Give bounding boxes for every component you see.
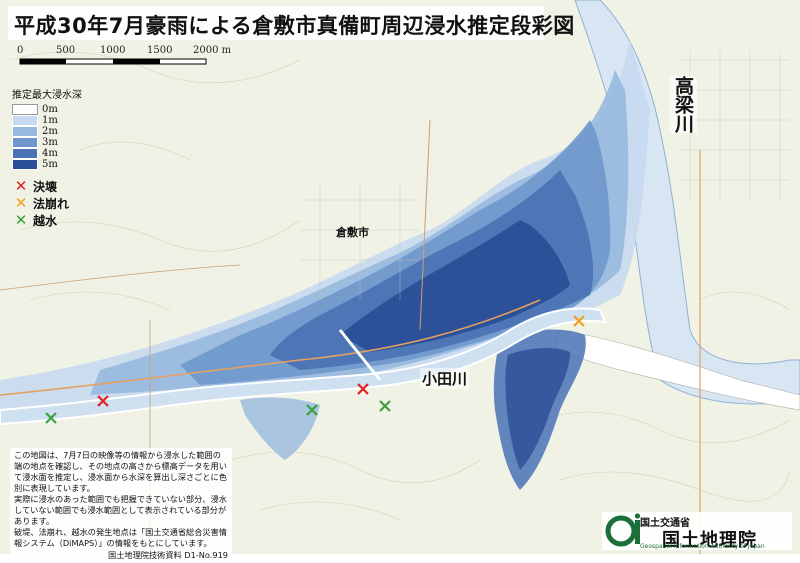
legend-swatch	[12, 159, 38, 170]
note-source: 国土地理院技術資料 D1-No.919	[108, 550, 228, 560]
overflow-markers	[45, 400, 391, 424]
legend-depth-row: 4m	[12, 148, 104, 159]
kurashiki-city-label: 倉敷市	[336, 226, 369, 239]
legend-swatch	[12, 148, 38, 159]
legend: 推定最大浸水深 0m 1m 2m 3m 4m 5m ✕ 決壊 ✕ 法崩れ ✕ 越水	[12, 86, 104, 228]
legend-marker-row: ✕ 決壊	[12, 178, 104, 194]
legend-depth-label: 5m	[42, 159, 58, 170]
legend-marker-label: 越水	[33, 213, 58, 228]
contour-lines	[9, 51, 791, 521]
note-paragraph-3: 破堤、法崩れ、越水の発生地点は「国土交通省総合災害情報システム（DiMAPS）」…	[14, 527, 227, 548]
legend-depth-label: 4m	[42, 148, 58, 159]
slope-collapse-markers	[573, 315, 585, 327]
breach-markers	[97, 383, 369, 407]
legend-marker-label: 法崩れ	[33, 196, 70, 211]
scale-label-0: 0	[17, 45, 24, 56]
river-levee	[554, 329, 800, 411]
legend-marker-row: ✕ 越水	[12, 212, 104, 228]
note-paragraph-1: この地図は、7月7日の映像等の情報から浸水した範囲の端の地点を確認し、その地点の…	[14, 450, 227, 493]
legend-marker-rows: ✕ 決壊 ✕ 法崩れ ✕ 越水	[12, 178, 104, 228]
agency-english: Geospatial Information Authority of Japa…	[640, 543, 765, 550]
legend-swatch	[12, 104, 38, 115]
gsi-logo-icon	[605, 513, 641, 547]
oda-river-label: 小田川	[420, 368, 470, 389]
legend-depth-label: 3m	[42, 137, 58, 148]
cross-marker-icon: ✕	[14, 210, 28, 229]
town-blocks	[300, 50, 790, 300]
cross-marker-icon: ✕	[14, 176, 28, 195]
legend-depth-label: 2m	[42, 126, 58, 137]
legend-swatch	[12, 115, 38, 126]
scale-label-1500: 1500	[147, 45, 173, 56]
title-background	[8, 6, 544, 40]
legend-title: 推定最大浸水深	[12, 90, 82, 101]
legend-swatch	[12, 137, 38, 148]
roads	[0, 119, 701, 554]
legend-depth-row: 0m	[12, 104, 104, 115]
agency-logo-box	[602, 512, 792, 550]
legend-depth-label: 0m	[42, 104, 58, 115]
agency-ministry: 国土交通省	[640, 518, 690, 529]
cross-marker-icon: ✕	[14, 193, 28, 212]
scale-label-1000: 1000	[100, 45, 126, 56]
legend-depth-row: 3m	[12, 137, 104, 148]
oda-river	[0, 307, 607, 426]
scale-label-500: 500	[56, 45, 76, 56]
legend-depth-row: 1m	[12, 115, 104, 126]
map-note: この地図は、7月7日の映像等の情報から浸水した範囲の端の地点を確認し、その地点の…	[10, 448, 232, 563]
legend-depth-label: 1m	[42, 115, 58, 126]
legend-depth-row: 2m	[12, 126, 104, 137]
legend-depth-row: 5m	[12, 159, 104, 170]
legend-swatch	[12, 126, 38, 137]
flood-depth-layers	[0, 40, 650, 490]
scale-label-2000: 2000 m	[193, 45, 232, 56]
takahashi-river-label: 高梁川	[670, 76, 697, 133]
map-title: 平成30年7月豪雨による倉敷市真備町周辺浸水推定段彩図	[14, 14, 575, 38]
legend-marker-label: 決壊	[33, 179, 58, 194]
note-paragraph-2: 実際に浸水のあった範囲でも把握できていない部分、浸水していない範囲でも浸水範囲と…	[14, 494, 227, 526]
legend-depth-rows: 0m 1m 2m 3m 4m 5m	[12, 104, 104, 170]
legend-marker-row: ✕ 法崩れ	[12, 195, 104, 211]
agency-name: 国土地理院	[662, 530, 757, 551]
scale-bar	[19, 58, 207, 65]
